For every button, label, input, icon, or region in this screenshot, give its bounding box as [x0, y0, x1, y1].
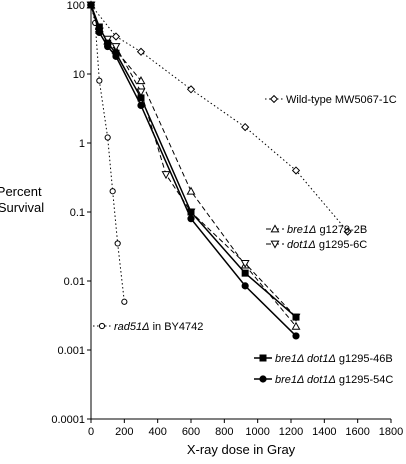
data-point [109, 188, 116, 195]
legend-label: rad51Δ in BY4742 [114, 321, 203, 333]
series-1 [86, 0, 352, 236]
series-line [90, 4, 297, 318]
data-point [137, 101, 145, 110]
legend-swatch-marker [259, 354, 267, 362]
data-point [291, 321, 301, 330]
y-tick-label: 1 [79, 138, 85, 150]
y-tick-label: 0.001 [57, 345, 85, 357]
legend-label-part: bre1Δ dot1Δ [275, 353, 336, 365]
legend-entry-2: rad51Δ in BY4742 [93, 321, 203, 333]
data-point [95, 28, 103, 37]
legend-label: bre1Δ dot1Δ g1295-46B [275, 353, 393, 365]
series-5 [87, 1, 300, 321]
legend-entry-4: dot1Δ g1295-6C [266, 239, 367, 251]
legend-label: bre1Δ dot1Δ g1295-54C [275, 374, 393, 386]
data-point [104, 134, 111, 141]
legend-label-part: bre1Δ [287, 224, 316, 236]
data-point [104, 42, 112, 51]
legend-label-part: Wild-type MW5067-1C [286, 94, 397, 106]
legend-label: Wild-type MW5067-1C [286, 94, 397, 106]
legend-label-part: rad51Δ [114, 321, 150, 333]
x-tick-label: 200 [115, 426, 133, 438]
legend-label: bre1Δ g1279-2B [287, 224, 367, 236]
legend-entry-5: bre1Δ dot1Δ g1295-46B [254, 353, 393, 365]
y-tick-label: 0.0001 [51, 414, 85, 426]
legend-entry-6: bre1Δ dot1Δ g1295-54C [254, 374, 393, 386]
y-axis-title-line-2: Survival [0, 200, 44, 215]
legend-label-part: bre1Δ dot1Δ [275, 374, 336, 386]
y-axis-title: Percent Survival [0, 184, 45, 215]
data-point [136, 47, 146, 56]
legend-swatch-marker [98, 322, 106, 330]
legend-label-part: g1295-46B [336, 353, 393, 365]
data-point [112, 52, 120, 60]
y-axis-title-line-1: Percent [0, 184, 42, 199]
legend-label-part: in BY4742 [150, 321, 204, 333]
axis-ticks: 0 200 400 600 800 1000 1200 1400 1600 1800 100 10 1 0… [51, 0, 403, 438]
x-tick-label: 1200 [279, 426, 303, 438]
x-tick-label: 1400 [312, 426, 336, 438]
series-line [90, 4, 349, 232]
data-point [241, 269, 249, 277]
series-6 [87, 1, 300, 340]
data-point [121, 298, 128, 305]
y-tick-label: 0.01 [64, 276, 85, 288]
data-point [292, 332, 300, 340]
legend-entry-1: Wild-type MW5067-1C [265, 94, 397, 106]
series-labels: Wild-type MW5067-1C rad51Δ in BY4742 bre1Δ… [93, 94, 397, 386]
legend-swatch-marker [269, 94, 279, 104]
x-tick-label: 400 [148, 426, 166, 438]
y-tick-label: 0.1 [70, 207, 85, 219]
data-point [186, 85, 196, 94]
y-tick-label: 100 [67, 0, 85, 12]
series-line [90, 4, 297, 337]
legend-label-part: dot1Δ [287, 239, 316, 251]
legend-label-part: g1279-2B [316, 224, 367, 236]
legend-label-part: g1295-6C [316, 239, 367, 251]
data-point [343, 227, 352, 236]
legend-swatch-marker [259, 375, 267, 383]
data-point [241, 122, 250, 132]
series-line [90, 4, 297, 318]
data-point [111, 43, 121, 52]
data-point [136, 76, 146, 85]
data-point [291, 166, 301, 175]
series-layer [86, 0, 352, 340]
data-point [87, 1, 95, 9]
x-tick-label: 600 [182, 426, 200, 438]
data-point [186, 186, 196, 195]
x-tick-label: 1600 [345, 426, 369, 438]
data-point [187, 215, 195, 223]
x-tick-label: 800 [215, 426, 233, 438]
legend-swatch-marker [270, 224, 280, 233]
x-tick-label: 1800 [379, 426, 403, 438]
legend-swatch-marker [270, 240, 280, 249]
series-line [90, 4, 297, 327]
x-tick-label: 0 [88, 426, 94, 438]
y-tick-label: 10 [73, 69, 85, 81]
x-axis-title: X-ray dose in Gray [187, 442, 296, 457]
data-point [292, 313, 300, 321]
legend-label-part: g1295-54C [336, 374, 394, 386]
data-point [161, 171, 171, 180]
data-point [96, 77, 103, 84]
data-point [136, 88, 146, 97]
data-point [240, 260, 250, 269]
legend-entry-3: bre1Δ g1279-2B [266, 224, 367, 236]
x-tick-label: 1000 [245, 426, 269, 438]
data-point [114, 240, 121, 247]
data-point [111, 32, 121, 41]
data-point [241, 282, 249, 290]
legend-label: dot1Δ g1295-6C [287, 239, 367, 251]
